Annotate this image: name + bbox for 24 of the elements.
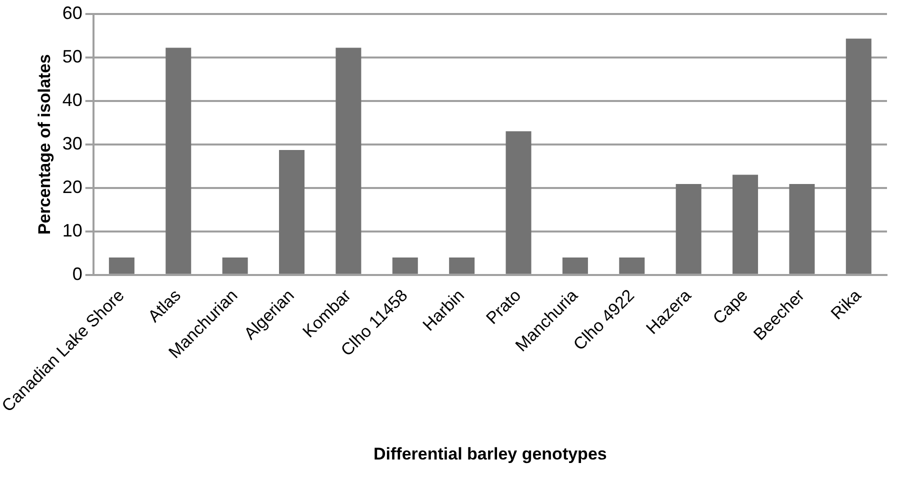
y-tick-label: 30 (62, 133, 82, 154)
x-tick-label: Rika (827, 285, 866, 324)
y-tick-label: 20 (62, 176, 82, 197)
bar (166, 48, 192, 274)
bar (336, 48, 362, 274)
bar (619, 257, 645, 274)
bar (506, 131, 532, 274)
bar (392, 257, 418, 274)
y-axis-title: Percentage of isolates (34, 54, 54, 235)
bar (279, 150, 305, 274)
y-tick-label: 50 (62, 46, 82, 66)
bar (846, 38, 872, 274)
bar (732, 174, 758, 274)
x-axis-title: Differential barley genotypes (374, 444, 607, 464)
bar (108, 257, 134, 274)
bar (449, 257, 475, 274)
y-tick-label: 60 (62, 2, 82, 23)
bar (676, 184, 702, 274)
bar (562, 257, 588, 274)
y-tick-label: 0 (72, 264, 82, 284)
bar (222, 257, 248, 274)
bar (789, 184, 815, 274)
y-tick-label: 40 (62, 90, 82, 110)
y-tick-label: 10 (62, 220, 82, 240)
